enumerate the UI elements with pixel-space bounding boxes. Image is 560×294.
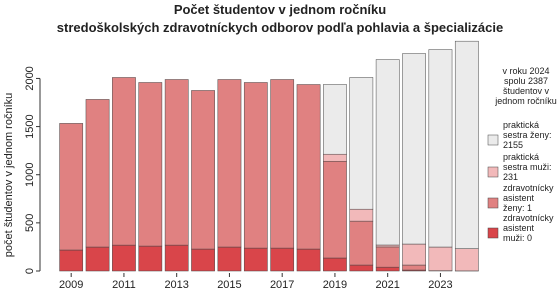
bar-segment <box>454 40 479 249</box>
bar-segment <box>296 248 321 272</box>
y-tick-label: 0 <box>24 268 36 274</box>
bar-segment <box>217 79 242 248</box>
bar-segment <box>375 266 400 272</box>
bar-segment <box>217 246 242 272</box>
bar-segment <box>428 49 453 248</box>
x-tick-label: 2009 <box>59 279 83 291</box>
x-tick-label: 2015 <box>217 279 241 291</box>
bar-segment <box>59 249 84 272</box>
bar-segment <box>454 248 479 272</box>
bar-segment <box>59 123 84 251</box>
bar-segment <box>270 79 295 249</box>
bar-segment <box>428 246 453 271</box>
bar-segment <box>349 264 374 272</box>
y-tick-label: 1500 <box>24 114 36 138</box>
bar-segment <box>375 244 400 248</box>
x-tick-label: 2017 <box>270 279 294 291</box>
bar-segment <box>164 244 189 272</box>
legend-label: praktická sestra muži: 231 <box>503 152 552 182</box>
bar-segment <box>402 264 426 271</box>
bar-segment <box>323 84 347 155</box>
legend-swatch <box>487 227 499 239</box>
bar-segment <box>402 53 426 245</box>
bar-segment <box>191 90 215 250</box>
legend-swatch <box>487 134 499 146</box>
bar-segment <box>85 246 110 272</box>
y-axis-label: počet študentov v jednom ročníku <box>3 93 15 257</box>
bar-segment <box>323 257 347 272</box>
y-tick-label: 2000 <box>24 66 36 90</box>
bar-segment <box>138 82 163 247</box>
legend-swatch <box>487 166 499 178</box>
bar-segment <box>191 248 215 272</box>
annotation: v roku 2024 spolu 2387 študentov v jedno… <box>495 66 557 106</box>
y-tick-label: 1000 <box>24 162 36 186</box>
bar-segment <box>402 243 426 266</box>
bar-segment <box>112 77 136 246</box>
bar-segment <box>349 77 374 210</box>
bar-segment <box>349 208 374 222</box>
legend-label: praktická sestra ženy: 2155 <box>503 120 552 150</box>
x-tick-label: 2011 <box>112 279 136 291</box>
bar-segment <box>375 246 400 268</box>
bar-segment <box>270 247 295 272</box>
bar-segment <box>85 99 110 248</box>
y-tick-label: 500 <box>24 214 36 232</box>
bar-segment <box>112 244 136 272</box>
bar-segment <box>243 247 268 272</box>
chart-title: Počet študentov v jednom ročníku <box>174 2 386 17</box>
bar-segment <box>296 84 321 250</box>
x-tick-label: 2013 <box>164 279 188 291</box>
bar-segment <box>323 160 347 259</box>
legend-swatch <box>487 197 499 209</box>
legend-label: zdravotnícky asistent ženy: 1 <box>503 183 554 213</box>
chart-subtitle: stredoškolských zdravotníckych odborov p… <box>57 20 503 35</box>
bar-segment <box>375 59 400 246</box>
x-tick-label: 2023 <box>428 279 452 291</box>
x-tick-label: 2021 <box>375 279 399 291</box>
bar-segment <box>349 220 374 266</box>
bar-segment <box>243 82 268 249</box>
bar-segment <box>323 153 347 162</box>
legend-label: zdravotnícky asistent muži: 0 <box>503 213 554 243</box>
bar-segment <box>164 79 189 246</box>
x-tick-label: 2019 <box>323 279 347 291</box>
bar-segment <box>138 245 163 272</box>
